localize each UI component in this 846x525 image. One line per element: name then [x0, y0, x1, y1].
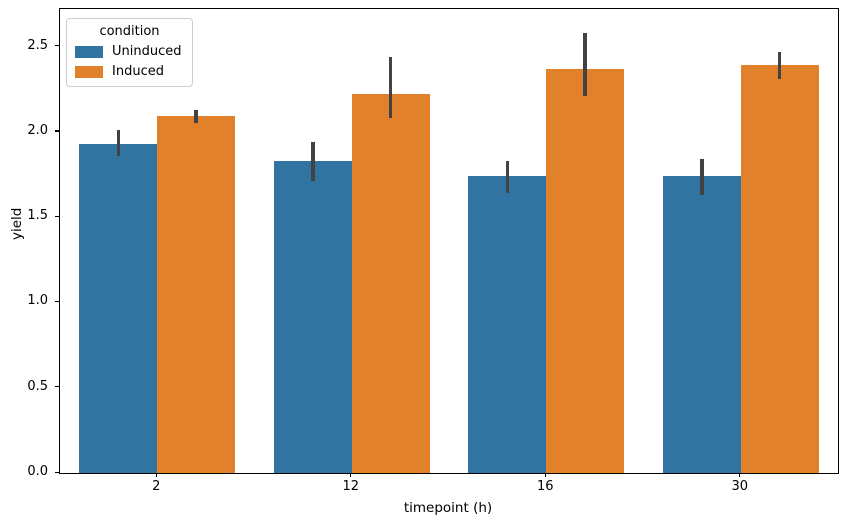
error-bar-induced-t12 — [388, 56, 393, 119]
bar-uninduced-t12 — [273, 160, 352, 473]
y-tick-label-1.5: 1.5 — [27, 208, 48, 224]
error-bar-induced-t2 — [194, 109, 198, 124]
y-tick-mark — [55, 386, 59, 388]
x-tick-mark — [544, 473, 546, 477]
y-tick-label-2.0: 2.0 — [27, 122, 48, 138]
y-tick-mark — [55, 130, 59, 132]
x-axis-label: timepoint (h) — [403, 500, 493, 516]
plot-area — [59, 8, 839, 474]
bar-uninduced-t30 — [662, 176, 741, 473]
y-tick-mark — [55, 300, 59, 303]
legend-label: Induced — [112, 64, 164, 79]
legend-items: Uninduced Induced — [75, 44, 184, 79]
error-bar-induced-t16 — [583, 32, 587, 96]
x-tick-mark — [155, 473, 157, 477]
x-tick-label-30: 30 — [731, 479, 749, 494]
legend-item-uninduced: Uninduced — [75, 44, 184, 59]
x-tick-label-2: 2 — [152, 479, 161, 494]
bar-uninduced-t2 — [79, 143, 158, 473]
legend-title: condition — [99, 24, 160, 39]
legend: condition Uninduced Induced — [66, 18, 193, 87]
error-bar-uninduced-t30 — [700, 159, 704, 195]
legend-label: Uninduced — [112, 44, 182, 59]
error-bar-uninduced-t12 — [311, 142, 315, 182]
legend-swatch-induced — [75, 65, 103, 78]
error-bar-uninduced-t16 — [505, 160, 510, 194]
y-tick-label-1.0: 1.0 — [27, 293, 48, 309]
y-tick-label-0.0: 0.0 — [27, 464, 48, 479]
bar-induced-t2 — [157, 116, 236, 473]
y-tick-mark — [55, 45, 59, 47]
x-tick-label-12: 12 — [342, 479, 360, 494]
x-tick-mark — [739, 473, 741, 477]
error-bar-uninduced-t2 — [116, 130, 121, 156]
y-tick-label-0.5: 0.5 — [27, 378, 48, 394]
bar-uninduced-t16 — [468, 176, 547, 473]
bar-induced-t12 — [351, 94, 430, 473]
bar-induced-t30 — [740, 65, 819, 473]
y-tick-label-2.5: 2.5 — [27, 37, 48, 53]
error-bar-induced-t30 — [777, 51, 782, 79]
legend-swatch-uninduced — [75, 45, 103, 58]
legend-item-induced: Induced — [75, 64, 184, 79]
x-tick-label-16: 16 — [536, 479, 554, 494]
x-tick-mark — [350, 473, 352, 477]
bar-induced-t16 — [546, 68, 625, 473]
y-tick-mark — [55, 215, 59, 217]
y-tick-mark — [55, 471, 59, 473]
